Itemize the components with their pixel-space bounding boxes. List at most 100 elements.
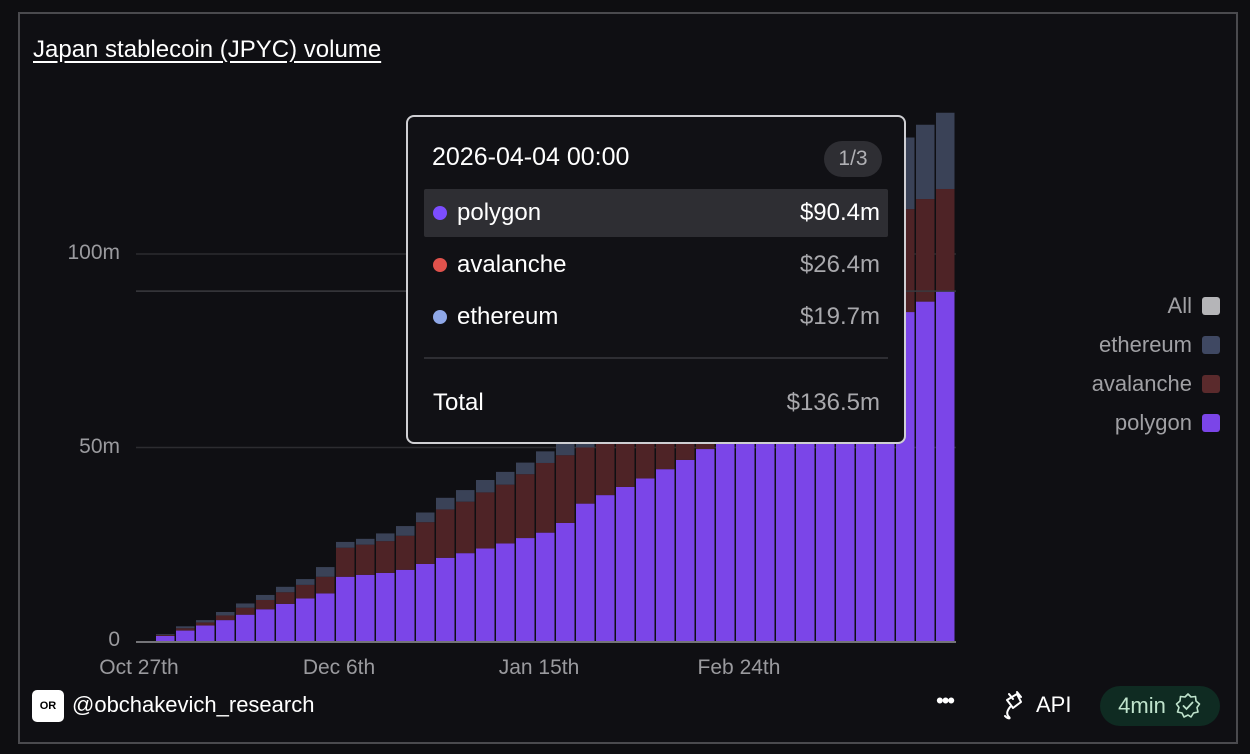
bar-avalanche: [516, 474, 535, 539]
bar-polygon: [476, 548, 495, 641]
tooltip-series-name: avalanche: [457, 251, 567, 278]
legend-item-all[interactable]: All: [1092, 286, 1220, 325]
bar-ethereum: [536, 451, 555, 463]
bar-ethereum: [556, 443, 575, 456]
or-logo: OR: [32, 690, 64, 722]
bar-polygon: [696, 449, 715, 641]
bar-ethereum: [156, 634, 175, 635]
bar-polygon: [676, 459, 695, 641]
bar-ethereum: [416, 512, 435, 523]
bar-avalanche: [276, 592, 295, 604]
verified-check-icon: [1175, 693, 1201, 718]
tooltip-row-ethereum: ethereum $19.7m: [424, 293, 888, 341]
bar-avalanche: [456, 501, 475, 554]
tooltip-divider: [424, 357, 888, 359]
bar-polygon: [376, 572, 395, 641]
bar-ethereum: [256, 594, 275, 600]
bar-avalanche: [196, 622, 215, 626]
legend-label: polygon: [1114, 409, 1192, 435]
bar-polygon: [236, 614, 255, 641]
bar-ethereum: [936, 112, 955, 189]
bar-avalanche: [396, 535, 415, 570]
bar-polygon: [916, 301, 935, 641]
bar-avalanche: [916, 199, 935, 302]
bar-polygon: [416, 563, 435, 641]
api-button[interactable]: API: [1000, 690, 1071, 720]
bar-polygon: [736, 424, 755, 641]
tooltip-row-avalanche: avalanche $26.4m: [424, 241, 888, 289]
freshness-badge[interactable]: 4min: [1100, 686, 1220, 726]
bar-polygon: [256, 609, 275, 641]
bar-ethereum: [336, 541, 355, 548]
bar-polygon: [156, 635, 175, 641]
plug-icon: [1004, 691, 1022, 720]
bar-avalanche: [376, 541, 395, 573]
tooltip-total-value: $136.5m: [786, 389, 880, 416]
bar-polygon: [496, 543, 515, 641]
bar-avalanche: [256, 599, 275, 610]
bar-ethereum: [916, 124, 935, 200]
bar-polygon: [596, 495, 615, 641]
y-tick-label: 50m: [79, 434, 120, 458]
legend-item-polygon[interactable]: polygon: [1092, 403, 1220, 442]
tooltip-total-row: Total $136.5m: [424, 379, 888, 427]
bar-polygon: [276, 603, 295, 641]
bar-avalanche: [336, 547, 355, 577]
bar-avalanche: [436, 509, 455, 558]
bar-polygon: [556, 522, 575, 641]
legend-item-avalanche[interactable]: avalanche: [1092, 364, 1220, 403]
legend-swatch: [1202, 374, 1220, 393]
bar-polygon: [196, 625, 215, 641]
bar-ethereum: [436, 497, 455, 510]
tooltip-series-value: $90.4m: [799, 199, 880, 226]
bar-avalanche: [476, 492, 495, 549]
bar-avalanche: [296, 584, 315, 599]
bar-avalanche: [596, 437, 615, 496]
bar-ethereum: [376, 533, 395, 542]
legend: All ethereum avalanche polygon: [1092, 286, 1220, 442]
author-link[interactable]: @obchakevich_research: [72, 692, 315, 717]
bar-ethereum: [236, 603, 255, 608]
legend-label: avalanche: [1091, 370, 1192, 396]
bar-polygon: [776, 398, 795, 641]
bar-polygon: [436, 557, 455, 641]
bar-ethereum: [516, 462, 535, 475]
footer: OR @obchakevich_research ••• API 4min: [0, 684, 1250, 728]
bar-ethereum: [496, 471, 515, 485]
bar-avalanche: [176, 628, 195, 631]
polygon-dot-icon: [433, 206, 447, 220]
tooltip-total-label: Total: [433, 389, 484, 416]
legend-item-ethereum[interactable]: ethereum: [1092, 325, 1220, 364]
x-tick-label: Jan 15th: [498, 656, 580, 679]
bar-avalanche: [316, 576, 335, 594]
y-tick-label: 0: [108, 628, 120, 651]
bar-polygon: [176, 630, 195, 641]
bar-polygon: [356, 574, 375, 641]
bar-ethereum: [216, 611, 235, 616]
bar-avalanche: [536, 462, 555, 533]
bar-ethereum: [296, 579, 315, 585]
legend-label: All: [1167, 292, 1192, 318]
bar-polygon: [616, 486, 635, 641]
bar-polygon: [756, 411, 775, 641]
chart-title-link[interactable]: Japan stablecoin (JPYC) volume: [33, 36, 382, 63]
bar-polygon: [656, 469, 675, 641]
bar-polygon: [936, 291, 955, 641]
more-options-button[interactable]: •••: [936, 688, 955, 713]
bar-avalanche: [496, 484, 515, 544]
tooltip-series-name: polygon: [457, 199, 542, 226]
bar-ethereum: [456, 490, 475, 502]
bar-avalanche: [356, 544, 375, 575]
tooltip-series-value: $26.4m: [799, 251, 880, 278]
freshness-label: 4min: [1118, 693, 1166, 718]
bar-polygon: [716, 436, 735, 641]
legend-swatch: [1202, 296, 1220, 315]
x-tick-label: Oct 27th: [99, 656, 179, 679]
bar-avalanche: [936, 188, 955, 292]
chart-tooltip: 2026-04-04 00:00 1/3 polygon $90.4m aval…: [406, 115, 906, 444]
bar-polygon: [636, 478, 655, 641]
bar-polygon: [296, 598, 315, 641]
x-tick-label: Dec 6th: [302, 656, 376, 679]
bar-avalanche: [156, 634, 175, 636]
bar-polygon: [336, 576, 355, 641]
